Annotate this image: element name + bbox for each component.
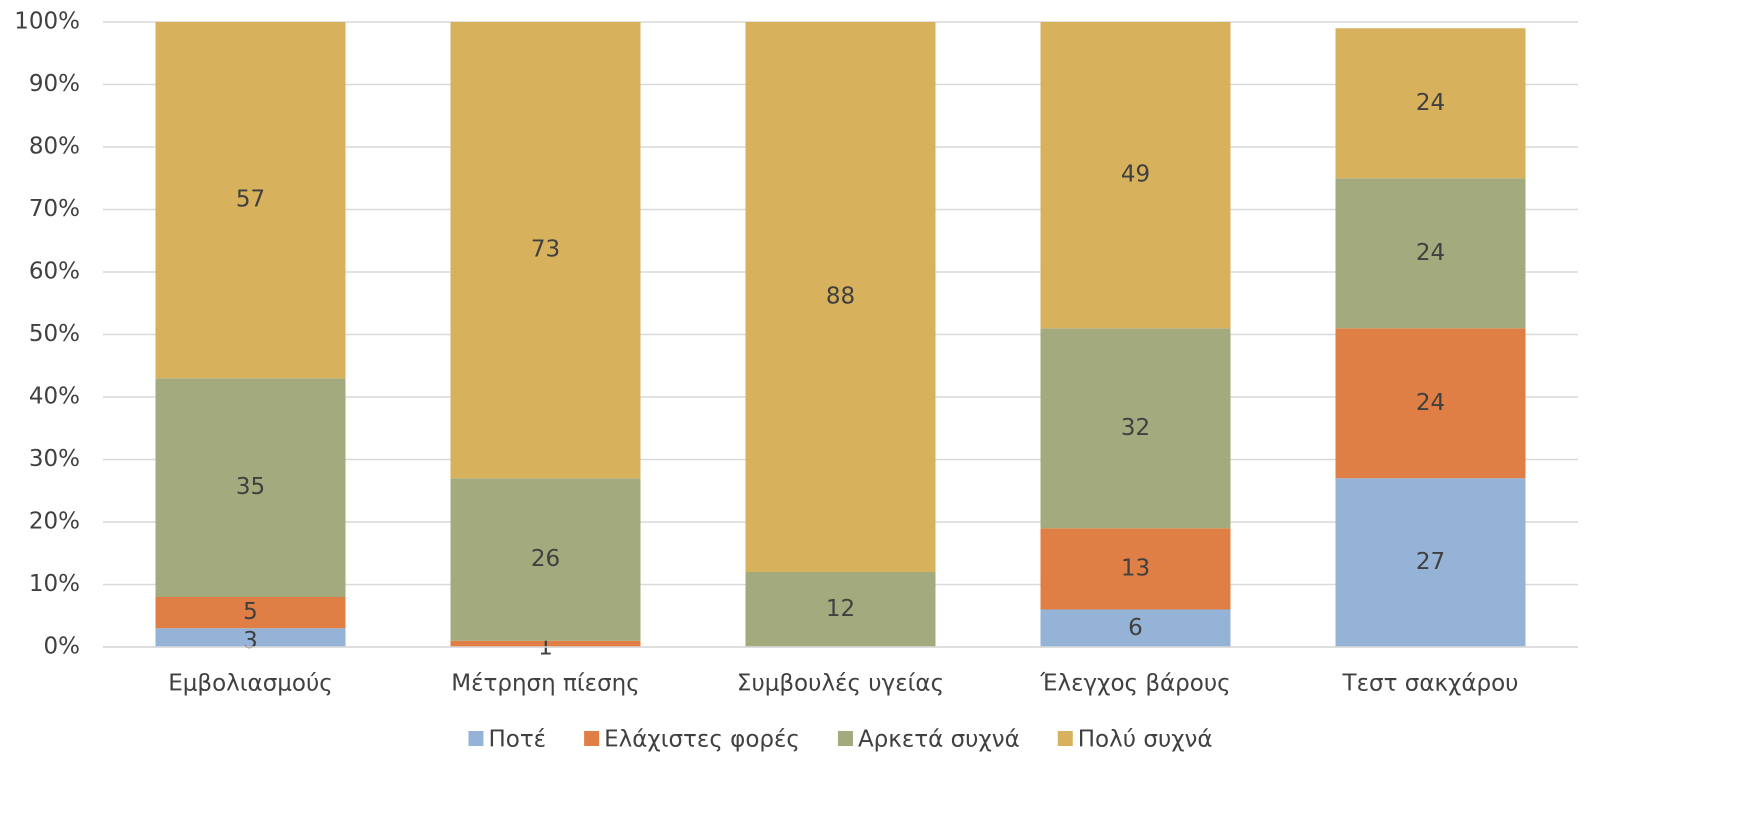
- bar-segment: [450, 640, 641, 647]
- y-tick-label: 100%: [14, 9, 80, 35]
- data-label: 73: [531, 237, 560, 263]
- legend-swatch: [837, 731, 853, 746]
- bar-segment: [155, 378, 346, 597]
- x-tick-label: Συμβουλές υγείας: [737, 671, 944, 697]
- data-label: 57: [236, 187, 265, 213]
- bar-segment: [1040, 609, 1231, 647]
- data-label: 6: [1128, 615, 1143, 641]
- data-label: 27: [1416, 549, 1445, 575]
- data-label: 24: [1416, 90, 1445, 116]
- data-label: 32: [1121, 415, 1150, 441]
- bar-segment: [155, 628, 346, 647]
- data-label: 88: [826, 284, 855, 310]
- bar-segment: [155, 597, 346, 629]
- data-label: 26: [531, 546, 560, 572]
- bar-segment: [1335, 178, 1526, 329]
- legend-swatch: [584, 731, 600, 746]
- y-tick-label: 50%: [29, 321, 80, 347]
- data-label: 3: [243, 628, 258, 654]
- x-tick-label: Μέτρηση πίεσης: [451, 671, 639, 697]
- data-label: 35: [236, 474, 265, 500]
- legend-label: Πολύ συχνά: [1078, 727, 1213, 753]
- y-tick-label: 80%: [29, 134, 80, 160]
- y-tick-label: 40%: [29, 384, 80, 410]
- data-label: 24: [1416, 240, 1445, 266]
- y-tick-label: 20%: [29, 509, 80, 535]
- bar-segment: [1335, 328, 1526, 479]
- bar-segment: [1335, 28, 1526, 179]
- legend-label: Ελάχιστες φορές: [604, 727, 800, 753]
- legend-swatch: [468, 731, 484, 746]
- x-tick-label: Τεστ σακχάρου: [1342, 671, 1519, 697]
- bar-segment: [155, 22, 346, 379]
- bar-segment: [1040, 528, 1231, 610]
- data-label: 49: [1121, 162, 1150, 188]
- bar-segment: [450, 22, 641, 479]
- x-tick-label: Έλεγχος βάρους: [1039, 671, 1230, 697]
- bar-segment: [745, 22, 936, 572]
- bar-segment: [1040, 328, 1231, 529]
- bar-segment: [450, 478, 641, 641]
- legend-label: Ποτέ: [488, 727, 546, 753]
- legend-label: Αρκετά συχνά: [858, 727, 1020, 753]
- data-label: 24: [1416, 390, 1445, 416]
- legend-swatch: [1057, 731, 1073, 746]
- y-tick-label: 30%: [29, 446, 80, 472]
- bar-segment: [745, 572, 936, 647]
- x-tick-label: Εμβολιασμούς: [168, 671, 333, 697]
- y-tick-label: 90%: [29, 71, 80, 97]
- y-tick-label: 60%: [29, 259, 80, 285]
- bar-segment: [1040, 22, 1231, 329]
- bar-segment: [1335, 478, 1526, 647]
- y-tick-label: 70%: [29, 196, 80, 222]
- data-label: 5: [243, 599, 258, 625]
- data-label: 13: [1121, 555, 1150, 581]
- y-tick-label: 10%: [29, 571, 80, 597]
- data-label: 12: [826, 596, 855, 622]
- y-tick-label: 0%: [44, 634, 81, 660]
